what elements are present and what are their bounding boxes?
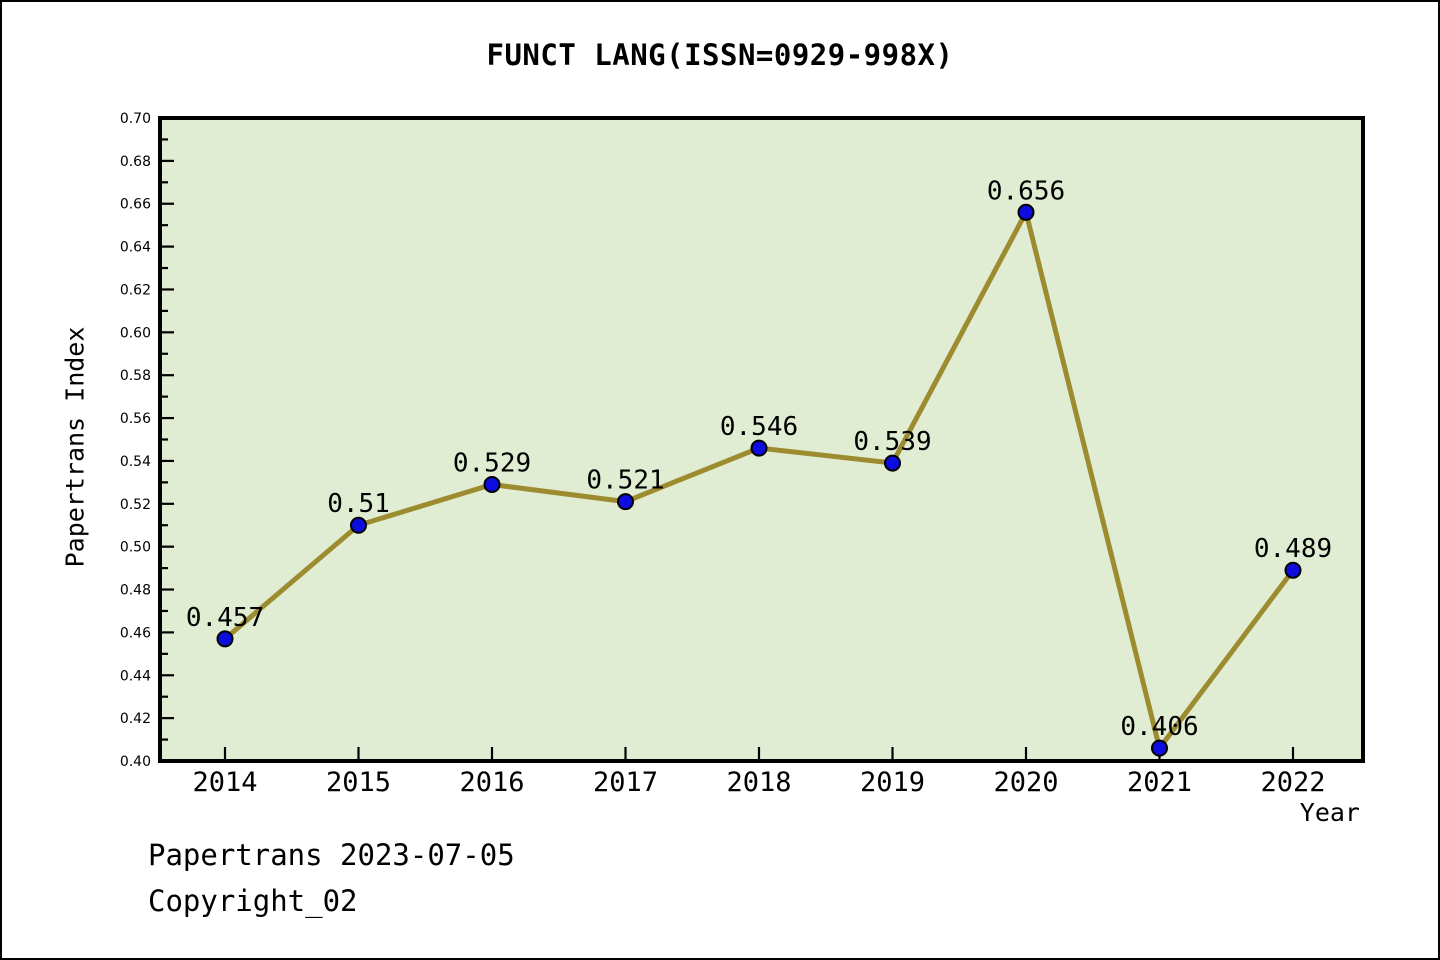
y-tick-label: 0.52 bbox=[120, 497, 151, 513]
x-tick-label: 2022 bbox=[1260, 767, 1325, 798]
x-tick-label: 2019 bbox=[860, 767, 925, 798]
data-point-label: 0.539 bbox=[853, 427, 931, 457]
x-tick-label: 2016 bbox=[459, 767, 524, 798]
data-point-label: 0.51 bbox=[327, 489, 390, 519]
y-tick-label: 0.50 bbox=[120, 540, 151, 556]
data-point-label: 0.656 bbox=[987, 176, 1065, 206]
x-tick-label: 2018 bbox=[726, 767, 791, 798]
y-tick-label: 0.42 bbox=[120, 711, 151, 727]
y-tick-label: 0.68 bbox=[120, 154, 151, 170]
y-tick-label: 0.60 bbox=[120, 325, 151, 341]
data-point bbox=[483, 476, 501, 494]
data-point-label: 0.529 bbox=[453, 449, 531, 479]
data-point-label: 0.546 bbox=[720, 412, 798, 442]
x-tick-label: 2015 bbox=[326, 767, 391, 798]
x-tick-label: 2021 bbox=[1127, 767, 1192, 798]
data-point bbox=[1151, 739, 1168, 757]
footer-date: Papertrans 2023-07-05 bbox=[148, 838, 515, 872]
y-tick-label: 0.62 bbox=[120, 282, 151, 298]
y-tick-label: 0.48 bbox=[120, 583, 151, 599]
x-tick-label: 2017 bbox=[593, 767, 658, 798]
data-point bbox=[1284, 561, 1302, 579]
data-point-label: 0.457 bbox=[186, 603, 264, 633]
data-point bbox=[216, 630, 234, 648]
y-tick-label: 0.40 bbox=[120, 754, 151, 770]
data-point-label: 0.521 bbox=[586, 466, 664, 496]
axis-spines bbox=[158, 116, 1365, 763]
y-tick-label: 0.46 bbox=[120, 625, 151, 641]
x-tick-label: 2020 bbox=[993, 767, 1058, 798]
x-tick-label: 2014 bbox=[192, 767, 257, 798]
y-tick-label: 0.54 bbox=[120, 454, 151, 470]
data-point-label: 0.489 bbox=[1254, 534, 1332, 564]
data-point bbox=[1017, 203, 1035, 221]
data-point bbox=[750, 439, 768, 457]
y-tick-label: 0.70 bbox=[120, 111, 151, 127]
y-tick-label: 0.58 bbox=[120, 368, 151, 384]
x-axis-title: Year bbox=[1299, 798, 1360, 827]
data-point bbox=[617, 493, 634, 511]
footer-copyright: Copyright_02 bbox=[148, 884, 358, 918]
y-tick-label: 0.66 bbox=[120, 197, 151, 213]
data-point bbox=[884, 454, 901, 472]
data-point-label: 0.406 bbox=[1120, 712, 1198, 742]
data-point bbox=[350, 516, 367, 534]
y-tick-label: 0.44 bbox=[120, 668, 151, 684]
plot-area bbox=[160, 118, 1363, 761]
chart-title: FUNCT LANG(ISSN=0929-998X) bbox=[486, 38, 954, 72]
y-tick-label: 0.64 bbox=[120, 240, 151, 256]
y-tick-label: 0.56 bbox=[120, 411, 151, 427]
